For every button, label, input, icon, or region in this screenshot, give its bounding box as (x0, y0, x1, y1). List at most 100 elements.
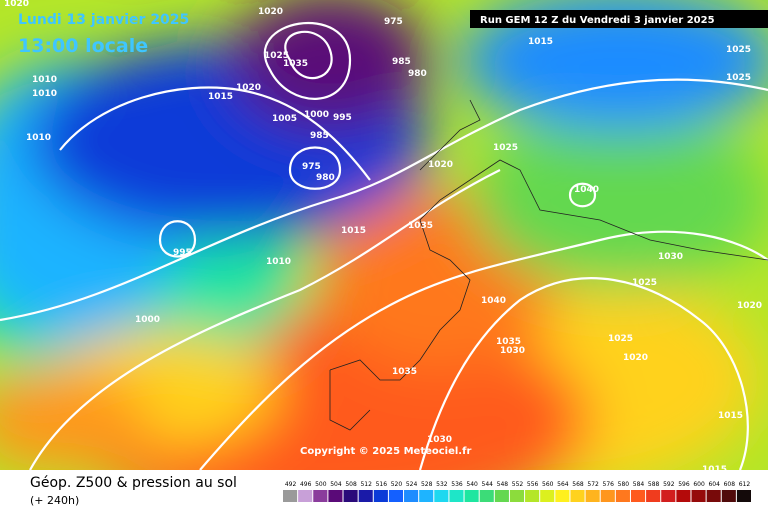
legend-label: 576 (603, 481, 615, 488)
legend-label: 512 (360, 481, 372, 488)
forecast-date: Lundi 13 janvier 2025 (18, 12, 189, 28)
legend-swatch (570, 490, 585, 502)
legend-label: 544 (482, 481, 494, 488)
legend-label: 516 (376, 481, 388, 488)
isobar-label: 1015 (702, 465, 727, 475)
legend-swatch (676, 490, 691, 502)
legend-label: 608 (724, 481, 736, 488)
isobar-label: 1025 (493, 143, 518, 153)
legend-swatch (540, 490, 555, 502)
isobar-label: 1010 (266, 257, 291, 267)
legend-label: 540 (466, 481, 478, 488)
legend-label: 600 (693, 481, 705, 488)
legend-label: 532 (436, 481, 448, 488)
legend-label: 552 (512, 481, 524, 488)
legend-swatch (479, 490, 494, 502)
isobar-label: 1035 (408, 221, 433, 231)
legend-swatch (298, 490, 313, 502)
isobar-label: 980 (408, 69, 427, 79)
isobar-label: 1000 (304, 110, 329, 120)
legend-swatch (691, 490, 706, 502)
run-info: Run GEM 12 Z du Vendredi 3 janvier 2025 (480, 15, 715, 26)
legend-label: 524 (406, 481, 418, 488)
legend-swatch (373, 490, 388, 502)
legend-label: 520 (391, 481, 403, 488)
lead-time: (+ 240h) (30, 494, 79, 507)
isobar-label: 1020 (258, 7, 283, 17)
legend-swatch (509, 490, 525, 502)
legend-label: 564 (557, 481, 569, 488)
legend-label: 556 (527, 481, 539, 488)
legend-label: 596 (678, 481, 690, 488)
legend-swatch (555, 490, 570, 502)
legend-swatch (358, 490, 373, 502)
isobar-label: 1025 (632, 278, 657, 288)
isobar-label: 1020 (4, 0, 29, 9)
legend-swatch (388, 490, 404, 502)
isobar-label: 975 (302, 162, 321, 172)
isobar-label: 995 (173, 248, 192, 258)
legend-label: 584 (633, 481, 645, 488)
isobar-label: 1015 (718, 411, 743, 421)
isobar-label: 1015 (528, 37, 553, 47)
legend-swatch (525, 490, 540, 502)
isobar-label: 995 (333, 113, 352, 123)
isobar-label: 1010 (32, 75, 57, 85)
legend-swatch (646, 490, 661, 502)
isobar-label: 1030 (658, 252, 683, 262)
isobar-label: 1020 (428, 160, 453, 170)
coastlines (329, 99, 768, 431)
legend-swatch (449, 490, 464, 502)
isobar-label: 1005 (272, 114, 297, 124)
legend-swatch (721, 490, 736, 502)
legend-swatch (736, 490, 751, 502)
legend-label: 536 (451, 481, 463, 488)
legend-swatch (283, 490, 298, 502)
legend-label: 588 (648, 481, 660, 488)
legend-swatch (343, 490, 358, 502)
legend-swatch (404, 490, 419, 502)
isobar-label: 1020 (236, 83, 261, 93)
isobar-label: 1020 (623, 353, 648, 363)
legend-swatch (328, 490, 343, 502)
run-banner (470, 10, 768, 28)
isobar-label: 1015 (341, 226, 366, 236)
legend-swatch (706, 490, 721, 502)
isobar-label: 1025 (726, 73, 751, 83)
isobar-label: 1020 (737, 301, 762, 311)
isobar-label: 1025 (264, 51, 289, 61)
isobar-label: 985 (310, 131, 329, 141)
legend-label: 500 (315, 481, 327, 488)
legend-label: 604 (708, 481, 720, 488)
legend-label: 592 (663, 481, 675, 488)
isobar-label: 1025 (726, 45, 751, 55)
isobar-label: 1035 (392, 367, 417, 377)
isobar-label: 1040 (481, 296, 506, 306)
isobar-label: 1035 (496, 337, 521, 347)
legend-swatch (585, 490, 600, 502)
isobar-label: 980 (316, 173, 335, 183)
legend-label: 504 (330, 481, 342, 488)
legend-label: 496 (300, 481, 312, 488)
legend-swatch (434, 490, 449, 502)
legend-label: 568 (572, 481, 584, 488)
legend-label: 612 (739, 481, 751, 488)
isobar-label: 1015 (208, 92, 233, 102)
isobar-label: 975 (384, 17, 403, 27)
legend-label: 572 (587, 481, 599, 488)
legend-swatch (661, 490, 676, 502)
legend-swatch (630, 490, 646, 502)
legend-swatch (615, 490, 630, 502)
legend-label: 528 (421, 481, 433, 488)
legend-swatch (600, 490, 615, 502)
legend-swatch (494, 490, 509, 502)
legend: 492 496 500 504 508 512 516 520 524 528 532 536 540 5… (283, 481, 751, 502)
copyright: Copyright © 2025 Meteociel.fr (300, 446, 471, 457)
isobar-label: 1030 (427, 435, 452, 445)
isobar-label: 1040 (574, 185, 599, 195)
isobar-label: 1030 (500, 346, 525, 356)
isobar-label: 985 (392, 57, 411, 67)
forecast-time: 13:00 locale (18, 35, 148, 57)
isobar-label: 1025 (608, 334, 633, 344)
